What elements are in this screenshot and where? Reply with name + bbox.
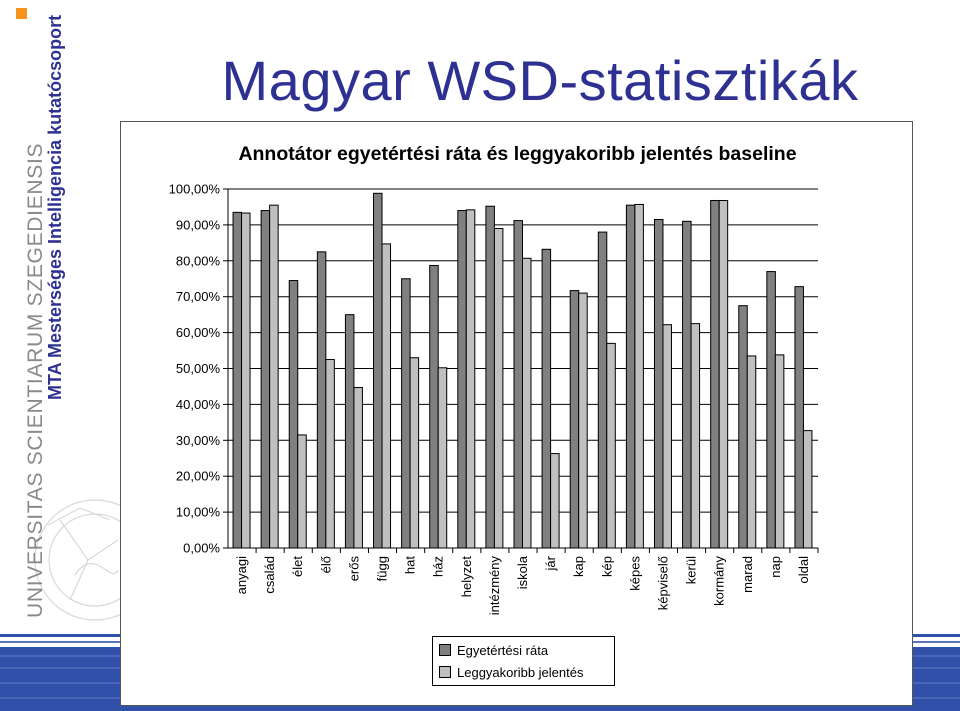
y-tick-label: 70,00%: [176, 289, 221, 304]
bar-series-1: [625, 204, 636, 549]
bar-series-1: [288, 280, 299, 549]
bar-series-2: [774, 354, 785, 549]
y-tick-label: 80,00%: [176, 253, 221, 268]
bar-series-2: [297, 434, 307, 549]
y-tick-label: 20,00%: [176, 469, 221, 484]
x-tick-label: képes: [627, 556, 642, 591]
university-name: UNIVERSITAS SCIENTIARUM SZEGEDIENSIS: [24, 143, 47, 618]
x-tick-label: iskola: [515, 555, 530, 589]
x-tick-label: nap: [768, 556, 783, 578]
chart-title: Annotátor egyetértési ráta és leggyakori…: [238, 143, 797, 165]
bar-series-1: [710, 199, 720, 549]
x-tick-label: kép: [599, 556, 614, 577]
bar-series-1: [401, 278, 411, 549]
bar-series-1: [485, 205, 495, 549]
page-title: Magyar WSD-statisztikák: [221, 49, 859, 112]
bar-series-2: [802, 430, 813, 549]
x-tick-label: anyagi: [234, 556, 249, 594]
bar-series-1: [766, 271, 776, 549]
x-tick-label: jár: [543, 555, 558, 571]
bar-series-2: [409, 357, 420, 549]
x-tick-label: képviselő: [655, 556, 670, 610]
legend-item-series-1: Egyetértési ráta: [439, 640, 548, 660]
y-tick-label: 10,00%: [176, 505, 221, 520]
chart-panel: 0,00% 10,00% 20,00% 30,00% 40,00% 50,00% 60,00…: [120, 121, 913, 706]
y-tick-label: 50,00%: [176, 361, 221, 376]
bar-series-2: [437, 367, 448, 549]
bar-series-1: [344, 314, 355, 549]
bar-series-1: [429, 264, 439, 549]
bar-series-1: [597, 231, 608, 549]
bar-series-2: [550, 453, 560, 549]
bar-series-2: [465, 209, 476, 549]
x-tick-label: hat: [403, 556, 418, 574]
legend-label-series-1: Egyetértési ráta: [457, 642, 549, 658]
bar-series-2: [606, 342, 616, 549]
x-tick-label: élő: [318, 556, 333, 573]
bar-series-1: [682, 220, 692, 549]
x-tick-label: kormány: [712, 556, 727, 606]
y-tick-label: 0,00%: [183, 541, 220, 556]
legend-item-series-2: Leggyakoribb jelentés: [439, 662, 583, 682]
bar-series-1: [373, 192, 383, 549]
y-tick-label: 30,00%: [176, 433, 221, 448]
bar-series-1: [232, 211, 243, 549]
legend: Egyetértési ráta Leggyakoribb jelentés: [432, 636, 615, 686]
bar-series-2: [662, 324, 672, 549]
research-group-name: MTA Mesterséges Intelligencia kutatócsop…: [45, 15, 65, 400]
bar-series-1: [653, 219, 664, 549]
bar-series-2: [690, 323, 701, 549]
x-tick-label: kerül: [684, 556, 699, 584]
bar-series-1: [569, 290, 580, 549]
bar-series-2: [493, 227, 504, 549]
y-tick-label: 60,00%: [176, 325, 221, 340]
accent-square-icon: [16, 8, 27, 19]
bar-series-1: [541, 248, 552, 549]
x-tick-label: család: [262, 556, 277, 594]
bar-series-1: [260, 210, 271, 549]
bar-series-2: [634, 203, 644, 549]
bar-series-2: [241, 212, 251, 549]
x-tick-label: oldal: [796, 556, 811, 584]
bar-series-1: [316, 251, 327, 549]
bar-series-2: [718, 199, 729, 549]
y-tick-label: 90,00%: [176, 217, 221, 232]
bar-series-2: [269, 204, 279, 549]
x-tick-label: erős: [346, 556, 361, 582]
y-tick-label: 40,00%: [176, 397, 221, 412]
x-tick-label: intézmény: [487, 556, 502, 616]
sidebar-branding: UNIVERSITAS SCIENTIARUM SZEGEDIENSIS MTA…: [16, 8, 120, 621]
legend-swatch-series-2: [439, 666, 451, 678]
bar-series-1: [794, 286, 804, 549]
x-tick-label: marad: [740, 556, 755, 593]
bar-series-1: [513, 220, 523, 549]
x-tick-label: helyzet: [459, 556, 474, 598]
y-tick-label: 100,00%: [169, 182, 221, 197]
bar-series-1: [738, 305, 748, 549]
university-seal-icon: [34, 499, 120, 621]
bar-chart: 0,00% 10,00% 20,00% 30,00% 40,00% 50,00% 60,00…: [169, 182, 819, 616]
bar-series-2: [381, 243, 392, 549]
x-tick-label: függ: [375, 556, 390, 581]
bar-series-2: [578, 292, 588, 549]
bar-series-2: [353, 387, 363, 549]
legend-label-series-2: Leggyakoribb jelentés: [457, 664, 584, 680]
x-tick-label: kap: [571, 556, 586, 577]
legend-swatch-series-1: [439, 644, 451, 656]
bar-series-2: [522, 257, 532, 549]
bar-series-2: [325, 359, 335, 549]
x-tick-label: élet: [290, 556, 305, 577]
bar-series-2: [746, 355, 757, 549]
bar-series-1: [457, 210, 467, 549]
x-tick-label: ház: [431, 556, 446, 577]
